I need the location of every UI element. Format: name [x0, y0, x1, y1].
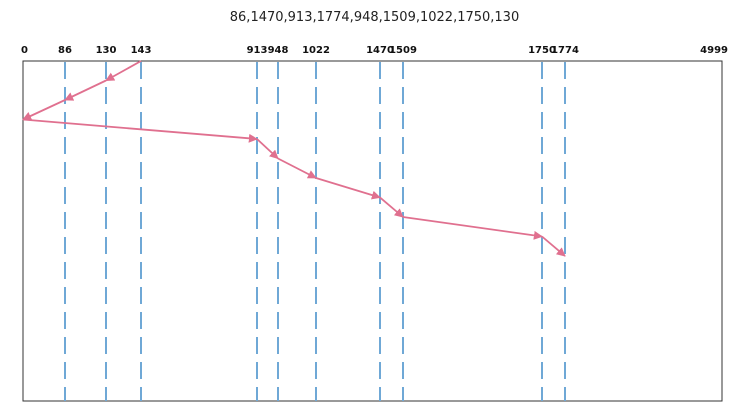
seek-segment-913-to-948: [256, 138, 279, 160]
seek-segment-1022-to-1470: [315, 177, 381, 200]
chart-title: 86,1470,913,1774,948,1509,1022,1750,130: [229, 10, 520, 25]
seek-segment-1750-to-1774: [541, 235, 566, 257]
tick-label-1750: 1750: [528, 45, 556, 56]
tick-label-1774: 1774: [551, 45, 579, 56]
tick-label-86: 86: [58, 45, 72, 56]
seek-path: [22, 60, 566, 257]
tick-label-130: 130: [96, 45, 117, 56]
tick-label-0: 0: [21, 45, 28, 56]
tick-label-913: 913: [247, 45, 268, 56]
tick-label-1509: 1509: [389, 45, 417, 56]
seek-segment-143-to-130: [105, 60, 142, 82]
seek-segment-948-to-1022: [277, 157, 317, 179]
seek-segment-130-to-86: [64, 79, 107, 101]
tick-label-948: 948: [268, 45, 289, 56]
seek-segment-1470-to-1509: [379, 196, 404, 218]
tick-label-4999: 4999: [700, 45, 728, 56]
tick-label-143: 143: [131, 45, 152, 56]
position-marker-lines: [64, 62, 566, 401]
tick-label-1022: 1022: [302, 45, 330, 56]
seek-segment-0-to-913: [22, 118, 258, 143]
plot-frame: [22, 60, 723, 402]
tick-label-1470: 1470: [366, 45, 394, 56]
seek-segment-1509-to-1750: [402, 216, 543, 240]
seek-segment-86-to-0: [22, 99, 66, 121]
